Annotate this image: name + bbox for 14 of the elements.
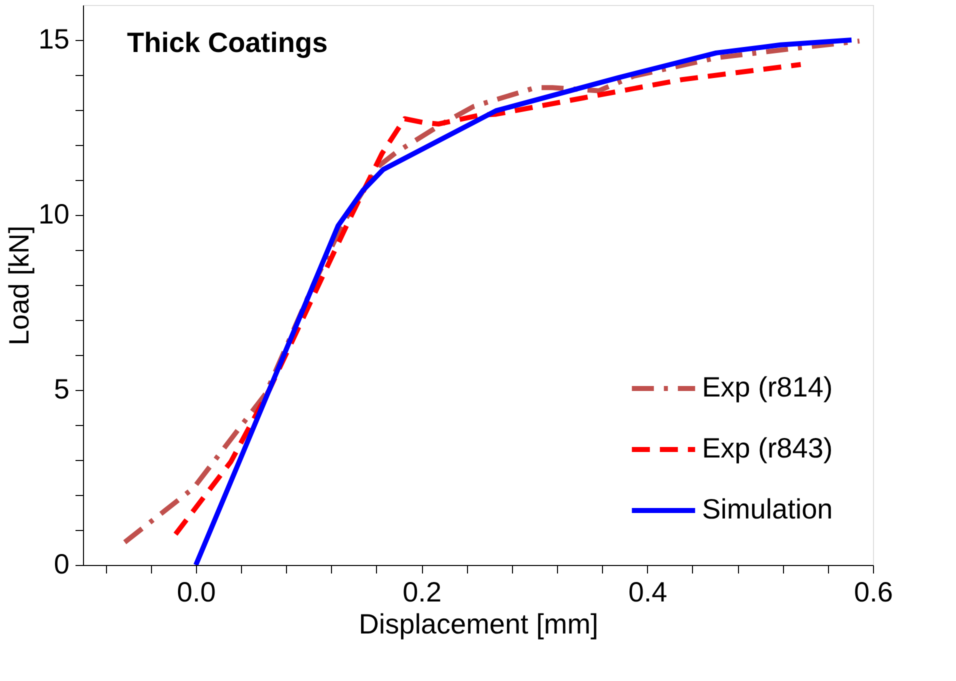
x-tick-label: 0.6 <box>854 576 893 608</box>
x-tick-label: 0.2 <box>402 576 442 608</box>
y-axis-title: Load [kN] <box>3 226 34 346</box>
legend-label: Exp (r814) <box>702 372 833 402</box>
text: Thick Coatings <box>127 27 328 58</box>
x-tick-label: 0.4 <box>628 576 668 608</box>
legend-label: Simulation <box>702 494 833 524</box>
x-tick-label: 0.0 <box>176 576 216 608</box>
y-tick-label: 10 <box>38 198 70 230</box>
y-tick-label: 5 <box>54 374 70 404</box>
x-axis-title: Displacement [mm] <box>358 608 598 640</box>
y-tick-label: 15 <box>38 24 70 54</box>
y-tick-label: 0 <box>54 548 70 580</box>
legend-label: Exp (r843) <box>702 432 833 464</box>
